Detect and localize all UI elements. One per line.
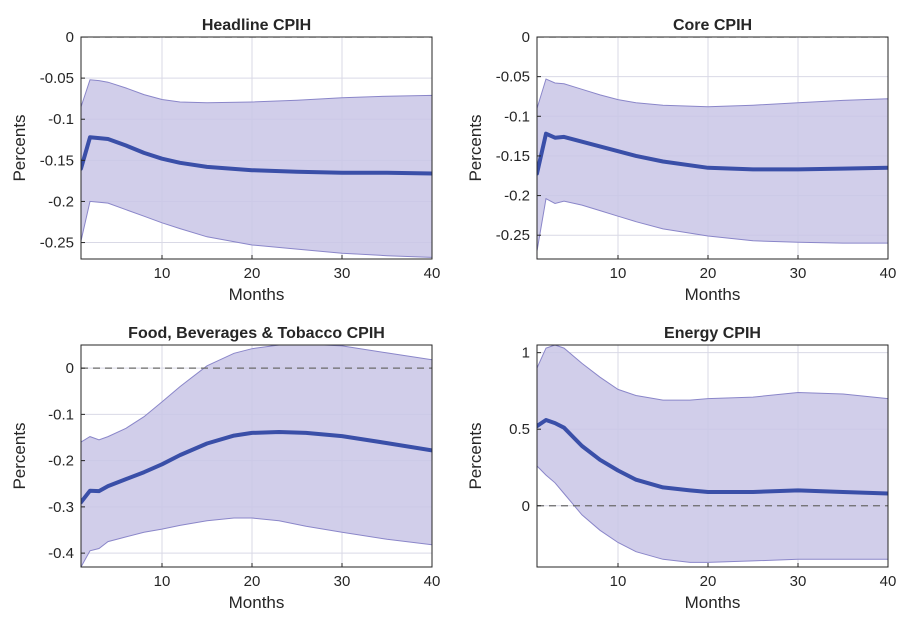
x-axis-label: Months bbox=[685, 593, 741, 612]
y-tick-label: -0.2 bbox=[48, 193, 74, 210]
chart-panel-2: 10 20 30 40 0 -0.05 -0.1 -0.15 -0.2 -0.25 Core CPI… bbox=[466, 17, 896, 304]
y-tick-label: -0.25 bbox=[40, 235, 74, 252]
x-axis-label: Months bbox=[685, 285, 741, 304]
x-tick-label: 20 bbox=[244, 265, 261, 282]
axes-frame bbox=[80, 36, 433, 260]
y-tick-label: -0.05 bbox=[40, 70, 74, 87]
y-tick-label: 0 bbox=[66, 29, 74, 46]
x-tick-label: 30 bbox=[334, 265, 351, 282]
median-response-line bbox=[537, 418, 888, 496]
x-tick-label: 40 bbox=[424, 265, 441, 282]
x-tick-label: 20 bbox=[700, 265, 717, 282]
y-tick-label: -0.3 bbox=[48, 499, 74, 516]
y-tick-label: -0.05 bbox=[496, 69, 530, 86]
y-axis-label: Percents bbox=[466, 114, 485, 181]
x-tick-label: 40 bbox=[880, 265, 897, 282]
axes-frame bbox=[80, 344, 433, 568]
x-tick-label: 10 bbox=[154, 265, 171, 282]
y-tick-label: 0 bbox=[66, 360, 74, 377]
x-tick-label: 30 bbox=[790, 573, 807, 590]
y-tick-label: -0.1 bbox=[48, 406, 74, 423]
chart-title: Headline CPIH bbox=[202, 17, 311, 34]
y-tick-label: -0.2 bbox=[48, 453, 74, 470]
chart-panel-1: 10 20 30 40 0 -0.05 -0.1 -0.15 -0.2 -0.25 Headline… bbox=[10, 17, 440, 304]
y-tick-label: -0.2 bbox=[504, 188, 530, 205]
y-tick-label: -0.1 bbox=[48, 111, 74, 128]
y-axis-label: Percents bbox=[10, 114, 29, 181]
x-tick-label: 10 bbox=[610, 573, 627, 590]
axes-frame bbox=[536, 36, 889, 260]
y-tick-label: -0.15 bbox=[40, 152, 74, 169]
x-tick-label: 10 bbox=[610, 265, 627, 282]
chart-title: Energy CPIH bbox=[664, 325, 761, 342]
median-response-line bbox=[81, 135, 432, 176]
y-tick-label: 0 bbox=[522, 29, 530, 46]
confidence-band bbox=[537, 345, 888, 563]
x-tick-label: 30 bbox=[334, 573, 351, 590]
axes-frame bbox=[536, 344, 889, 568]
x-tick-label: 30 bbox=[790, 265, 807, 282]
confidence-band bbox=[537, 78, 888, 252]
y-axis-label: Percents bbox=[10, 422, 29, 489]
y-tick-label: 0.5 bbox=[509, 421, 530, 438]
chart-panel-3: 10 20 30 40 0 -0.1 -0.2 -0.3 -0.4 Food, Beverages… bbox=[10, 325, 440, 612]
median-response-line bbox=[537, 131, 888, 176]
plot-area bbox=[537, 37, 888, 252]
y-tick-label: -0.25 bbox=[496, 227, 530, 244]
y-axis-label: Percents bbox=[466, 422, 485, 489]
x-tick-label: 40 bbox=[424, 573, 441, 590]
confidence-band bbox=[81, 345, 432, 567]
chart-panel-4: 10 20 30 40 1 0.5 0 Energy CPIH Months Percents bbox=[466, 325, 896, 612]
plot-area bbox=[537, 345, 888, 563]
x-tick-label: 10 bbox=[154, 573, 171, 590]
plot-area bbox=[81, 345, 432, 567]
x-tick-label: 20 bbox=[700, 573, 717, 590]
y-tick-label: 0 bbox=[522, 498, 530, 515]
median-response-line bbox=[81, 430, 432, 505]
plot-area bbox=[81, 37, 432, 258]
x-tick-label: 20 bbox=[244, 573, 261, 590]
x-axis-label: Months bbox=[229, 285, 285, 304]
y-tick-label: -0.4 bbox=[48, 545, 74, 562]
y-tick-label: -0.15 bbox=[496, 148, 530, 165]
chart-title: Food, Beverages & Tobacco CPIH bbox=[128, 325, 385, 342]
y-tick-label: -0.1 bbox=[504, 108, 530, 125]
chart-title: Core CPIH bbox=[673, 17, 752, 34]
x-axis-label: Months bbox=[229, 593, 285, 612]
y-tick-label: 1 bbox=[522, 345, 530, 362]
x-tick-label: 40 bbox=[880, 573, 897, 590]
